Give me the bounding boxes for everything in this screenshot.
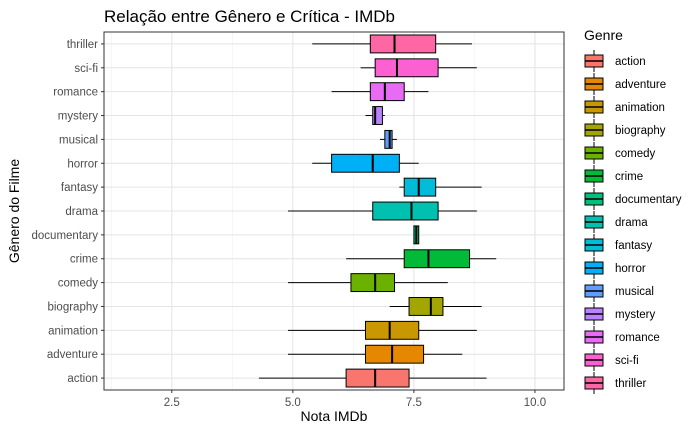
y-tick-label: animation <box>48 325 98 337</box>
legend-label: horror <box>615 263 646 275</box>
legend-label: sci-fi <box>615 355 639 367</box>
box-musical <box>380 129 397 149</box>
y-tick-label: sci-fi <box>74 63 98 75</box>
legend-label: documentary <box>615 194 682 206</box>
box-iqr <box>369 82 405 102</box>
y-tick-label: biography <box>47 301 98 313</box>
box-mystery <box>365 106 385 125</box>
box-iqr <box>364 344 425 364</box>
legend-label: crime <box>615 171 643 183</box>
legend-item-comedy: comedy <box>584 142 656 164</box>
legend-item-fantasy: fantasy <box>584 234 652 256</box>
box-iqr <box>408 297 444 316</box>
legend-item-horror: horror <box>584 257 646 279</box>
box-iqr <box>364 320 420 340</box>
legend-item-action: action <box>584 50 646 72</box>
legend-label: action <box>615 56 646 68</box>
y-tick-label: romance <box>53 87 98 99</box>
box-iqr <box>374 58 439 78</box>
legend-label: romance <box>615 332 660 344</box>
box-iqr <box>372 106 383 125</box>
legend-label: adventure <box>615 79 666 91</box>
legend-label: comedy <box>615 148 656 160</box>
y-tick-label: action <box>67 373 98 385</box>
box-iqr <box>403 249 471 269</box>
box-animation <box>288 320 477 340</box>
box-iqr <box>372 201 439 221</box>
box-fantasy <box>399 177 482 197</box>
legend-label: biography <box>615 125 666 137</box>
box-sci-fi <box>360 58 477 78</box>
legend-item-thriller: thriller <box>584 372 646 394</box>
legend-label: musical <box>615 286 654 298</box>
legend-item-drama: drama <box>584 211 648 233</box>
y-tick-label: thriller <box>67 39 98 51</box>
legend: Genre action adventure animation biography c… <box>584 27 682 394</box>
legend-label: animation <box>615 102 665 114</box>
y-tick-label: adventure <box>47 349 98 361</box>
box-action <box>258 368 487 388</box>
x-tick-label: 7.5 <box>406 397 422 409</box>
box-iqr <box>403 177 437 197</box>
y-tick-label: comedy <box>58 278 99 290</box>
legend-label: fantasy <box>615 240 652 252</box>
legend-item-mystery: mystery <box>584 303 656 325</box>
box-iqr <box>331 153 400 173</box>
box-biography <box>389 297 482 316</box>
box-thriller <box>312 34 472 54</box>
y-tick-label: fantasy <box>61 182 98 194</box>
legend-item-animation: animation <box>584 96 665 118</box>
box-iqr <box>369 34 437 54</box>
legend-label: thriller <box>615 378 646 390</box>
legend-item-musical: musical <box>584 280 654 302</box>
box-layer <box>258 34 497 388</box>
y-axis-title: Gênero do Filme <box>6 159 22 263</box>
legend-item-sci-fi: sci-fi <box>584 349 639 371</box>
box-romance <box>331 82 429 102</box>
y-tick-label: drama <box>65 206 98 218</box>
legend-item-documentary: documentary <box>584 188 682 210</box>
legend-label: mystery <box>615 309 656 321</box>
legend-item-crime: crime <box>584 165 643 187</box>
box-comedy <box>288 273 448 293</box>
legend-item-biography: biography <box>584 119 666 141</box>
legend-title: Genre <box>584 27 623 43</box>
box-iqr <box>384 129 393 149</box>
box-iqr <box>345 368 410 388</box>
box-horror <box>312 153 419 173</box>
box-iqr <box>350 273 396 293</box>
box-documentary <box>413 225 420 245</box>
y-axis-ticks: action adventure animation biography comedy c… <box>32 39 104 385</box>
x-axis-title: Nota IMDb <box>301 408 368 424</box>
x-tick-label: 5.0 <box>285 397 301 409</box>
y-tick-label: horror <box>67 158 98 170</box>
box-drama <box>288 201 477 221</box>
y-tick-label: mystery <box>58 111 99 123</box>
chart-title: Relação entre Gênero e Crítica - IMDb <box>104 7 395 26</box>
legend-item-romance: romance <box>584 326 660 348</box>
y-tick-label: crime <box>70 254 98 266</box>
y-tick-label: documentary <box>32 230 99 242</box>
legend-label: drama <box>615 217 648 229</box>
y-tick-label: musical <box>59 134 98 146</box>
legend-item-adventure: adventure <box>584 73 666 95</box>
x-axis-ticks: 2.5 5.0 7.5 10.0 <box>164 390 546 409</box>
box-adventure <box>288 344 463 364</box>
x-tick-label: 2.5 <box>164 397 180 409</box>
box-crime <box>346 249 497 269</box>
x-tick-label: 10.0 <box>524 397 546 409</box>
